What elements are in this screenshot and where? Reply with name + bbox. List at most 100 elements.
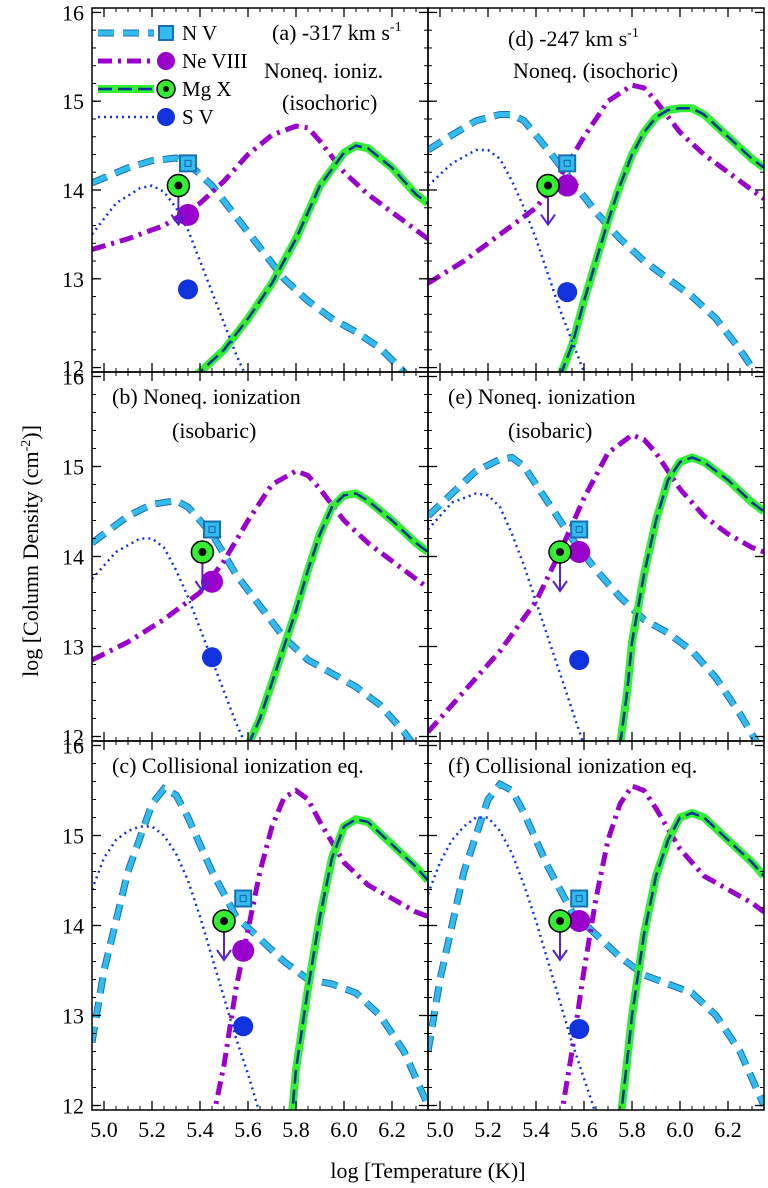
plot-area xyxy=(92,784,428,1110)
point-neviii xyxy=(232,939,255,962)
legend-label: S V xyxy=(182,105,214,129)
series-nv-outline xyxy=(428,453,761,741)
plot-area xyxy=(428,82,764,372)
series-mgx xyxy=(248,492,428,741)
legend: N V Ne VIII Mg X S V xyxy=(98,21,248,129)
x-tick-label: 6.0 xyxy=(330,1117,358,1142)
point-mgx-center xyxy=(220,917,228,925)
y-tick-label: 14 xyxy=(62,178,84,203)
point-neviii xyxy=(556,174,579,197)
series-sv xyxy=(428,148,586,372)
series-nv xyxy=(428,781,764,1107)
upper-limit-arrow-head xyxy=(170,213,187,227)
x-tick-label: 5.8 xyxy=(618,1117,646,1142)
series-mgx-halo xyxy=(193,141,428,372)
panel-title: (a) -317 km s-1 xyxy=(272,20,402,45)
series-nv-outline xyxy=(92,154,409,372)
series-nv xyxy=(428,454,759,741)
point-mgx-center xyxy=(174,181,183,190)
y-tick-label: 15 xyxy=(62,89,84,114)
point-sv xyxy=(233,1016,254,1037)
panel-subtitle-2: (isochoric) xyxy=(282,90,377,115)
series-nv xyxy=(428,112,759,372)
point-sv xyxy=(569,650,590,670)
series-mgx xyxy=(619,456,764,741)
series-sv xyxy=(92,825,260,1110)
panel-e: (e) Noneq. ionization (isobaric) xyxy=(427,371,765,742)
series-nv xyxy=(92,498,415,741)
point-nv-square xyxy=(179,154,197,173)
point-sv xyxy=(557,282,578,303)
panel-title: (d) -247 km s-1 xyxy=(508,26,639,51)
plot-area xyxy=(92,123,428,372)
panel-title: (b) Noneq. ionization xyxy=(112,384,301,409)
legend-label: N V xyxy=(182,21,217,45)
series-sv xyxy=(92,537,246,741)
x-tick-label: 6.0 xyxy=(666,1117,694,1142)
point-nv-inner xyxy=(208,525,216,534)
panel-b: 12 13 14 15 16 (b) Noneq. ionization (isobaric… xyxy=(62,365,429,750)
plot-area xyxy=(92,468,428,741)
y-tick-label: 16 xyxy=(62,734,84,759)
y-tick-label: 15 xyxy=(62,455,84,480)
y-tick-label: 12 xyxy=(62,356,84,381)
series-mgx-halo xyxy=(245,489,428,741)
x-tick-label: 5.4 xyxy=(186,1117,214,1142)
panel-frame xyxy=(427,740,765,1111)
point-mgx-center xyxy=(198,548,207,556)
panel-title: (e) Noneq. ionization xyxy=(448,384,636,409)
panel-a: 12 13 14 15 16 (a) -317 km s-1 Noneq. ioniz. (i… xyxy=(62,0,429,381)
series-mgx xyxy=(197,144,428,372)
upper-limit-arrow-head xyxy=(552,949,568,962)
panel-frame xyxy=(91,371,429,742)
point-nv-square xyxy=(203,520,221,539)
filled-circle-icon xyxy=(157,52,175,70)
point-nv-inner xyxy=(239,894,247,903)
ringed-circle-center-icon xyxy=(163,86,169,92)
point-mgx-center xyxy=(544,181,552,190)
panels-layer: 12 13 14 15 16 (a) -317 km s-1 Noneq. ioniz. (i… xyxy=(62,0,765,1142)
panel-title: (f) Collisional ionization eq. xyxy=(448,753,697,778)
point-nv-inner xyxy=(563,159,571,167)
square-dot-icon xyxy=(158,25,174,41)
series-neviii xyxy=(92,123,428,252)
upper-limit-arrow-head xyxy=(540,213,556,227)
legend-label: Ne VIII xyxy=(182,49,248,73)
y-tick-label: 14 xyxy=(62,914,84,939)
y-tick-label: 16 xyxy=(62,0,84,25)
y-tick-label: 16 xyxy=(62,365,84,390)
upper-limit-arrow-head xyxy=(216,949,232,962)
point-nv-inner xyxy=(575,894,583,903)
y-tick-label: 12 xyxy=(62,725,84,750)
series-neviii xyxy=(92,468,428,663)
series-neviii xyxy=(559,782,764,1110)
panel-title: (c) Collisional ionization eq. xyxy=(112,753,364,778)
y-tick-label: 13 xyxy=(62,267,84,292)
x-axis-label: log [Temperature (K)] xyxy=(330,1158,525,1183)
point-nv-inner xyxy=(184,159,192,167)
panel-c: 12 13 14 15 16 5.0 5.2 5.4 5.6 5.8 6.0 6.2 (c) Colli… xyxy=(62,734,429,1142)
x-tick-label: 5.4 xyxy=(522,1117,550,1142)
series-mgx xyxy=(291,817,428,1110)
filled-circle-icon xyxy=(157,108,175,126)
x-tick-label: 5.0 xyxy=(90,1117,118,1142)
panel-subtitle: Noneq. ioniz. xyxy=(264,58,383,83)
panel-f: 5.0 5.2 5.4 5.6 5.8 6.0 6.2 (f) Collisional ion… xyxy=(426,740,765,1142)
y-tick-label: 15 xyxy=(62,824,84,849)
panel-frame xyxy=(427,371,765,742)
panel-subtitle: (isobaric) xyxy=(172,418,256,443)
series-neviii xyxy=(212,787,428,1110)
x-tick-label: 5.2 xyxy=(138,1117,166,1142)
point-mgx-center xyxy=(556,548,564,556)
series-mgx xyxy=(620,811,764,1110)
point-neviii xyxy=(201,570,223,593)
y-axis-label: log [Column Density (cm-2)] xyxy=(18,425,43,677)
x-tick-label: 5.8 xyxy=(282,1117,310,1142)
y-tick-label: 14 xyxy=(62,545,84,570)
panel-frame xyxy=(91,740,429,1111)
point-nv-square xyxy=(570,889,589,908)
point-nv-inner xyxy=(575,525,583,534)
plot-area xyxy=(428,432,764,741)
point-neviii xyxy=(568,910,591,932)
